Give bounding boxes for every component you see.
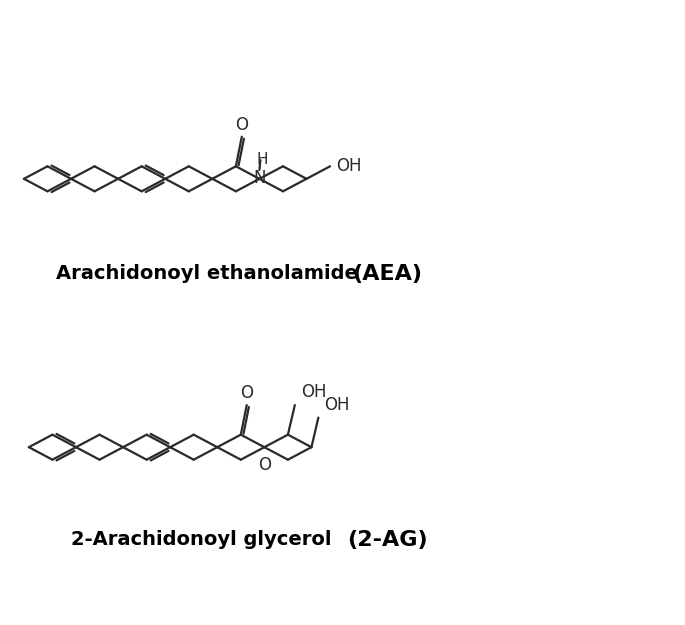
Text: OH: OH (301, 383, 326, 401)
Text: OH: OH (324, 396, 350, 414)
Text: O: O (258, 456, 271, 474)
Text: O: O (235, 116, 248, 134)
Text: Arachidonoyl ethanolamide: Arachidonoyl ethanolamide (55, 264, 358, 283)
Text: (2-AG): (2-AG) (347, 530, 427, 550)
Text: 2-Arachidonoyl glycerol: 2-Arachidonoyl glycerol (71, 531, 332, 549)
Text: (AEA): (AEA) (353, 264, 423, 284)
Text: O: O (240, 384, 253, 402)
Text: N: N (253, 169, 266, 187)
Text: OH: OH (336, 158, 362, 175)
Text: H: H (257, 152, 268, 167)
